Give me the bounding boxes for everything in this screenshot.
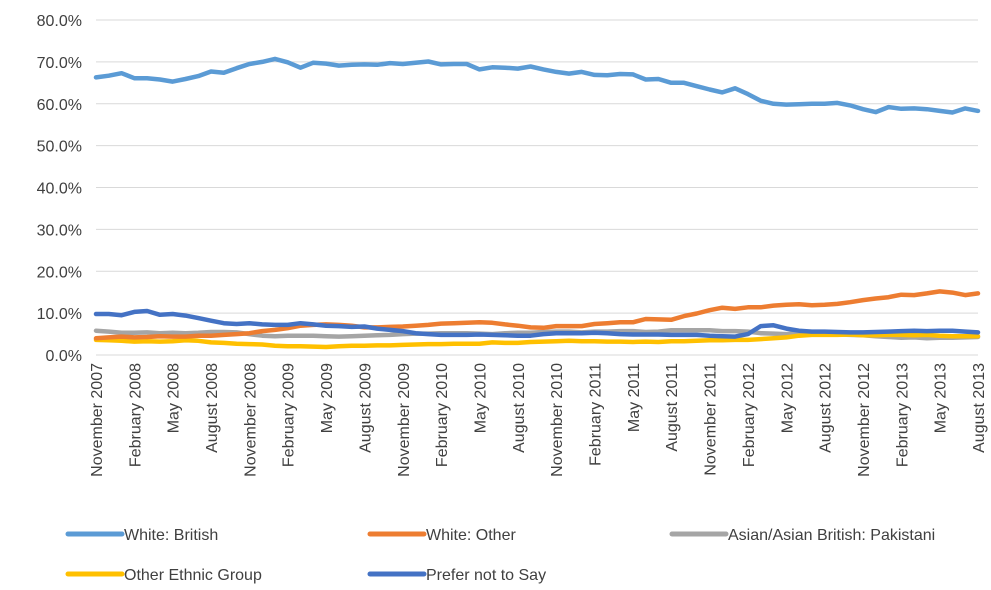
y-tick-label: 30.0% bbox=[37, 222, 82, 239]
y-axis-tick-labels: 0.0% 10.0% 20.0% 30.0% 40.0% 50.0% 60.0% 70.0% 8… bbox=[37, 13, 82, 365]
x-tick-label: February 2011 bbox=[588, 363, 605, 466]
x-tick-label: August 2011 bbox=[664, 363, 681, 452]
x-tick-label: May 2009 bbox=[319, 363, 336, 433]
series-line-white-other bbox=[93, 289, 981, 341]
y-tick-label: 80.0% bbox=[37, 13, 82, 30]
x-tick-label: August 2009 bbox=[357, 363, 374, 453]
legend-label: Other Ethnic Group bbox=[124, 567, 262, 584]
x-tick-label: November 2011 bbox=[703, 363, 720, 476]
x-tick-label: August 2010 bbox=[511, 363, 528, 453]
x-tick-label: August 2008 bbox=[204, 363, 221, 453]
y-tick-label: 10.0% bbox=[37, 306, 82, 323]
legend-item: Asian/Asian British: Pakistani bbox=[669, 527, 935, 544]
y-tick-label: 40.0% bbox=[37, 181, 82, 198]
x-tick-label: November 2012 bbox=[856, 363, 873, 477]
y-tick-label: 70.0% bbox=[37, 55, 82, 72]
gridlines bbox=[96, 19, 978, 314]
legend-label: Asian/Asian British: Pakistani bbox=[728, 527, 935, 544]
x-tick-label: November 2008 bbox=[242, 363, 259, 477]
legend-item: Prefer not to Say bbox=[367, 567, 546, 584]
legend: White: British White: Other Asian/Asian Br… bbox=[65, 527, 935, 584]
legend-item: White: Other bbox=[367, 527, 516, 544]
y-tick-label: 50.0% bbox=[37, 139, 82, 156]
x-tick-label: February 2013 bbox=[894, 363, 911, 467]
x-tick-label: February 2009 bbox=[281, 363, 298, 467]
x-tick-label: November 2007 bbox=[89, 363, 106, 477]
x-tick-label: February 2010 bbox=[434, 363, 451, 467]
x-tick-label: May 2008 bbox=[166, 363, 183, 433]
x-tick-label: February 2008 bbox=[127, 363, 144, 467]
x-tick-label: February 2012 bbox=[741, 363, 758, 467]
x-tick-label: May 2012 bbox=[779, 363, 796, 433]
x-tick-label: November 2009 bbox=[396, 363, 413, 477]
y-tick-label: 20.0% bbox=[37, 264, 82, 281]
y-tick-label: 0.0% bbox=[46, 348, 82, 365]
legend-label: White: British bbox=[124, 527, 218, 544]
x-tick-label: May 2013 bbox=[933, 363, 950, 433]
legend-item: Other Ethnic Group bbox=[65, 567, 262, 584]
series-line-other-ethnic-group bbox=[93, 332, 981, 350]
x-axis-tick-labels: November 2007 February 2008 May 2008 August… bbox=[89, 363, 988, 477]
y-tick-label: 60.0% bbox=[37, 97, 82, 114]
series-lines bbox=[93, 56, 981, 350]
x-tick-label: May 2011 bbox=[626, 363, 643, 432]
x-tick-label: May 2010 bbox=[472, 363, 489, 433]
x-tick-label: August 2012 bbox=[818, 363, 835, 453]
x-tick-label: November 2010 bbox=[549, 363, 566, 477]
series-line-prefer-not-to-say bbox=[93, 308, 981, 339]
legend-item: White: British bbox=[65, 527, 218, 544]
legend-label: Prefer not to Say bbox=[426, 567, 546, 584]
legend-label: White: Other bbox=[426, 527, 516, 544]
x-tick-label: August 2013 bbox=[971, 363, 988, 453]
series-line-white-british bbox=[93, 56, 981, 115]
